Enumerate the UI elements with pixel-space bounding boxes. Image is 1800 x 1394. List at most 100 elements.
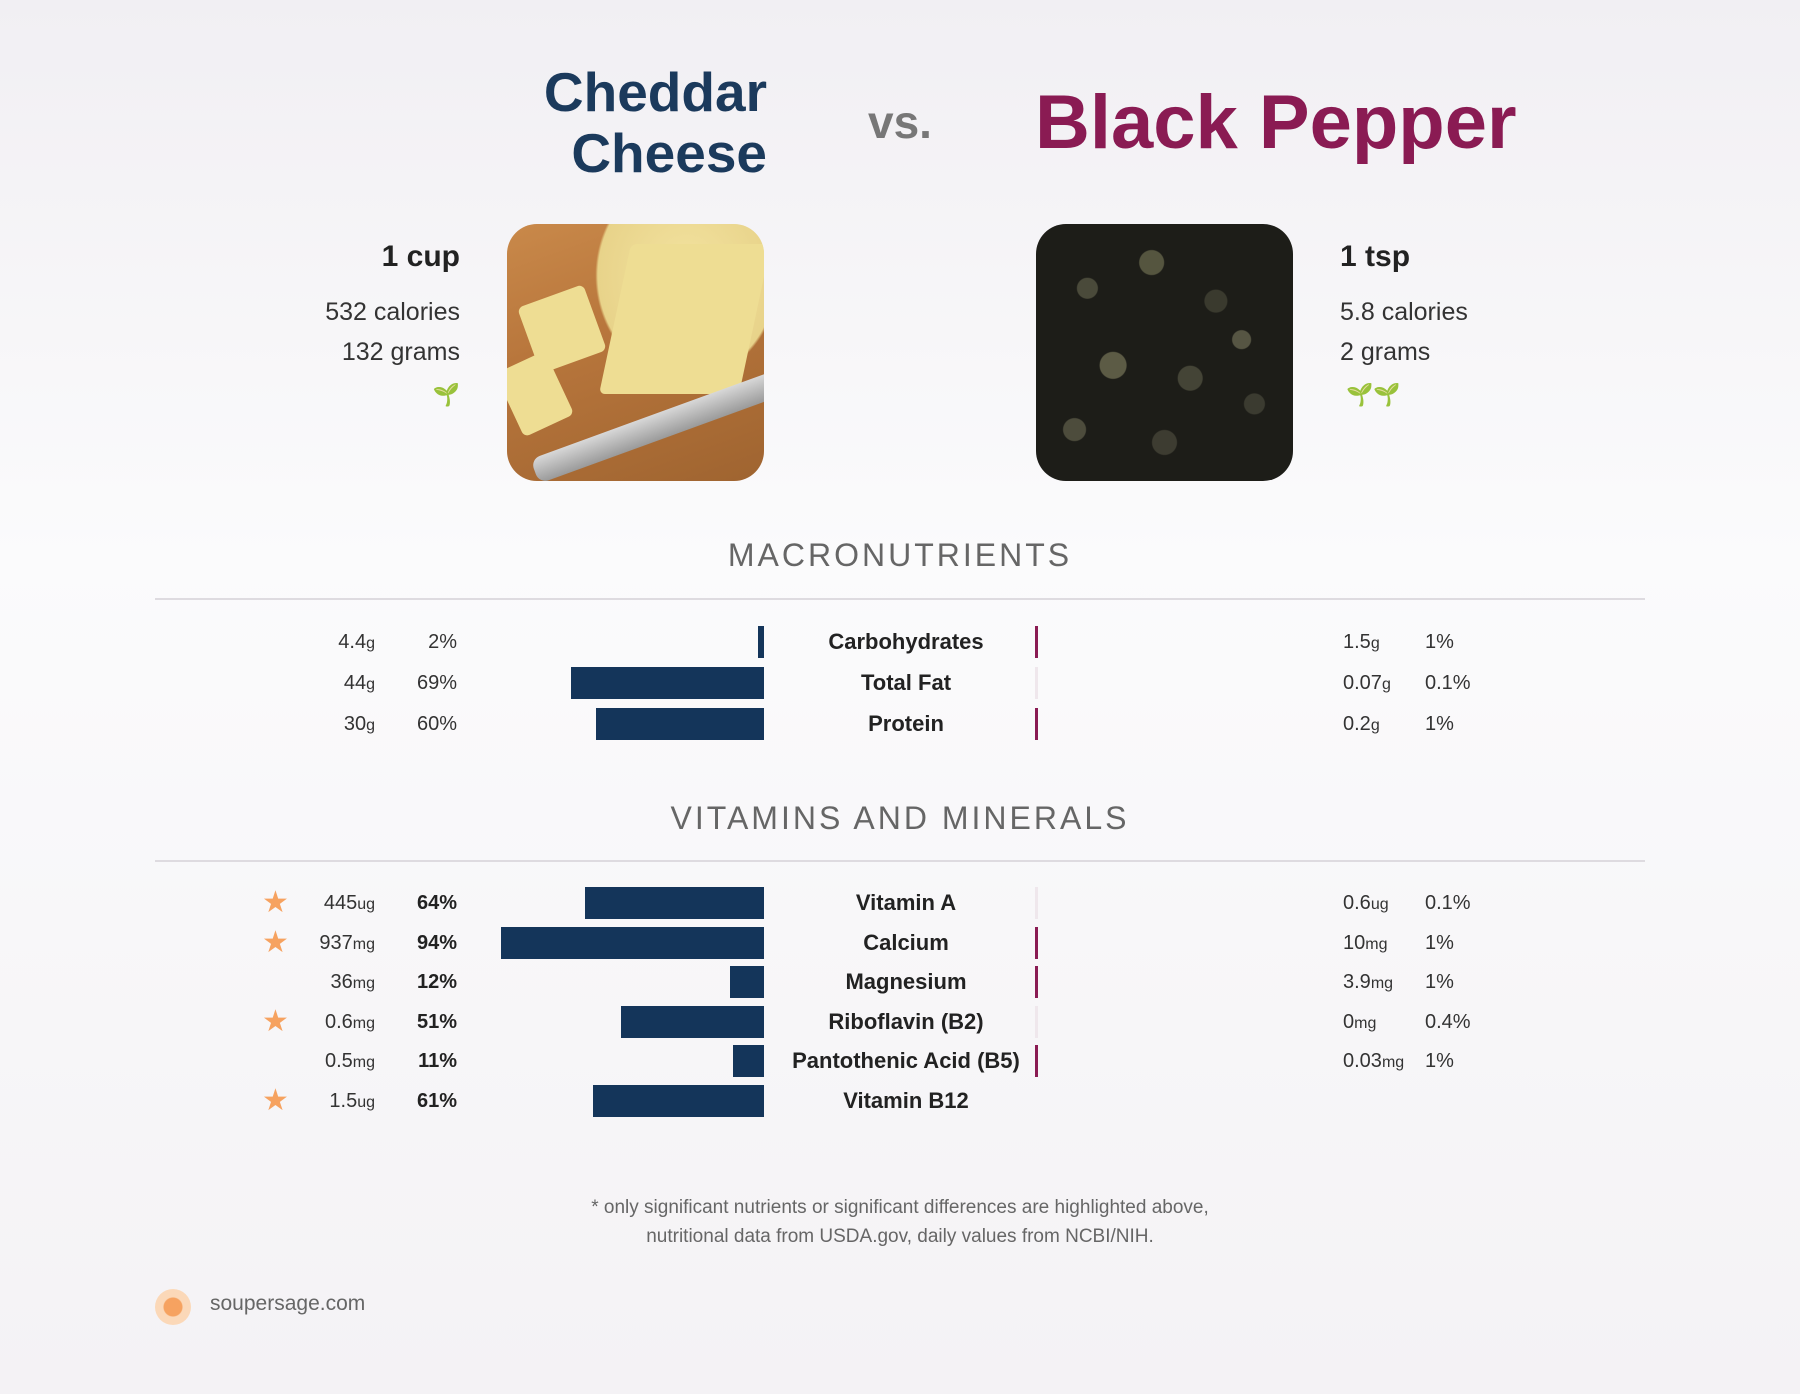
right-percent: 1% <box>1425 931 1454 954</box>
black-pepper-image <box>1036 224 1293 481</box>
left-percent: 2% <box>428 631 457 653</box>
left-leaf-icon: 🌱 <box>432 382 460 407</box>
nutrient-label: Vitamin A <box>855 890 957 915</box>
left-amount-value: 36 <box>330 971 353 993</box>
left-amount: 0.6mg <box>270 1004 375 1040</box>
vitamins-heading: VITAMINS AND MINERALS <box>670 800 1130 836</box>
star-icon: ★ <box>262 886 289 919</box>
nutrient-row-riboflavin-b2: ★ 0.6mg 51% Riboflavin (B2) 0mg 0.4% <box>0 1004 1800 1040</box>
left-amount: 445ug <box>270 885 375 921</box>
right-amount-value: 3.9 <box>1343 971 1371 993</box>
left-calories: 532 calories <box>325 298 460 326</box>
left-percent: 64% <box>416 892 457 914</box>
right-bar <box>1035 966 1038 998</box>
left-percent: 61% <box>416 1089 457 1112</box>
right-bar <box>1035 708 1038 740</box>
right-leaf-icons: 🌱🌱 <box>1346 382 1401 407</box>
brand-link[interactable]: soupersage.com <box>210 1292 366 1315</box>
footnote: * only significant nutrients or signific… <box>0 1193 1800 1251</box>
nutrient-label: Protein <box>868 711 944 736</box>
left-amount-value: 1.5 <box>329 1089 358 1112</box>
star-icon: ★ <box>262 1083 289 1117</box>
left-bar <box>730 966 764 998</box>
left-amount: 4.4g <box>270 624 375 660</box>
right-amount-unit: mg <box>1365 935 1388 953</box>
nutrient-label: Calcium <box>863 929 949 955</box>
nutrient-label: Magnesium <box>845 969 967 994</box>
right-calories: 5.8 calories <box>1340 298 1468 326</box>
right-amount-value: 1.5 <box>1343 631 1371 653</box>
left-percent: 12% <box>416 971 457 993</box>
right-percent: 0.4% <box>1425 1010 1471 1033</box>
right-amount-unit: g <box>1370 717 1380 734</box>
left-amount-unit: mg <box>352 975 375 992</box>
right-bar <box>1035 887 1038 919</box>
right-amount-unit: mg <box>1381 1054 1405 1071</box>
right-percent: 0.1% <box>1425 892 1471 914</box>
left-amount-value: 4.4 <box>338 631 367 653</box>
soupersage-logo-icon <box>155 1289 191 1325</box>
left-amount: 36mg <box>270 964 375 1000</box>
nutrient-label: Riboflavin (B2) <box>828 1008 984 1034</box>
right-amount: 0mg <box>1343 1004 1376 1040</box>
left-amount-unit: g <box>366 676 375 693</box>
right-amount-unit: mg <box>1370 975 1394 992</box>
right-amount-value: 0 <box>1343 1010 1355 1033</box>
left-amount: 30g <box>270 706 375 742</box>
star-icon: ★ <box>262 1004 289 1038</box>
right-amount-value: 0.2 <box>1343 713 1371 735</box>
macronutrients-divider <box>155 598 1645 600</box>
right-amount-unit: g <box>1381 676 1391 693</box>
right-percent: 1% <box>1425 713 1454 735</box>
left-amount-unit: mg <box>352 1014 375 1032</box>
right-bar <box>1035 1005 1038 1038</box>
right-percent: 1% <box>1425 971 1454 993</box>
right-amount-value: 0.03 <box>1343 1050 1382 1072</box>
right-amount-value: 0.07 <box>1343 672 1382 694</box>
left-bar <box>593 1084 764 1117</box>
right-percent: 0.1% <box>1425 672 1471 694</box>
nutrient-label: Carbohydrates <box>828 629 984 654</box>
left-grams: 132 grams <box>341 338 460 366</box>
nutrient-row-vitamin-b12: ★ 1.5ug 61% Vitamin B12 <box>0 1083 1800 1119</box>
left-food-title: Cheddar Cheese <box>420 62 767 184</box>
right-percent: 1% <box>1425 631 1454 653</box>
left-percent: 60% <box>416 713 457 735</box>
right-amount-unit: g <box>1370 635 1380 652</box>
left-amount-unit: mg <box>352 1054 375 1071</box>
right-bar <box>1035 926 1038 959</box>
right-amount: 0.03mg <box>1343 1043 1404 1079</box>
macronutrients-heading: MACRONUTRIENTS <box>727 537 1073 573</box>
right-amount: 1.5g <box>1343 624 1380 660</box>
right-amount: 0.2g <box>1343 706 1380 742</box>
right-serving: 1 tsp <box>1340 240 1411 273</box>
left-amount-unit: ug <box>357 896 375 913</box>
left-bar <box>570 667 764 699</box>
left-percent: 69% <box>416 672 457 694</box>
left-amount-unit: g <box>366 717 375 734</box>
left-percent: 11% <box>418 1050 457 1072</box>
nutrient-row-magnesium: 36mg 12% Magnesium 3.9mg 1% <box>0 964 1800 1000</box>
left-amount-unit: g <box>366 635 375 652</box>
right-bar <box>1035 626 1038 658</box>
right-bar <box>1035 1045 1038 1077</box>
star-icon: ★ <box>262 925 289 959</box>
right-amount-value: 10 <box>1343 931 1366 954</box>
cheddar-cheese-image <box>507 224 764 481</box>
left-amount-unit: mg <box>352 935 375 953</box>
right-amount: 3.9mg <box>1343 964 1393 1000</box>
nutrient-label: Vitamin B12 <box>843 1087 969 1113</box>
left-food-title-line1: Cheddar <box>543 61 767 123</box>
right-amount-unit: ug <box>1370 896 1389 913</box>
left-amount: 0.5mg <box>270 1043 375 1079</box>
left-percent: 94% <box>416 931 457 954</box>
left-amount-value: 44 <box>343 672 367 694</box>
nutrient-label: Total Fat <box>860 670 952 695</box>
vitamins-divider <box>155 860 1645 862</box>
right-amount: 0.6ug <box>1343 885 1389 921</box>
left-amount-value: 0.5 <box>324 1050 353 1072</box>
nutrient-label: Pantothenic Acid (B5) <box>792 1048 1020 1073</box>
left-percent: 51% <box>416 1010 457 1033</box>
left-amount: 44g <box>270 665 375 701</box>
right-amount-value: 0.6 <box>1343 892 1371 914</box>
